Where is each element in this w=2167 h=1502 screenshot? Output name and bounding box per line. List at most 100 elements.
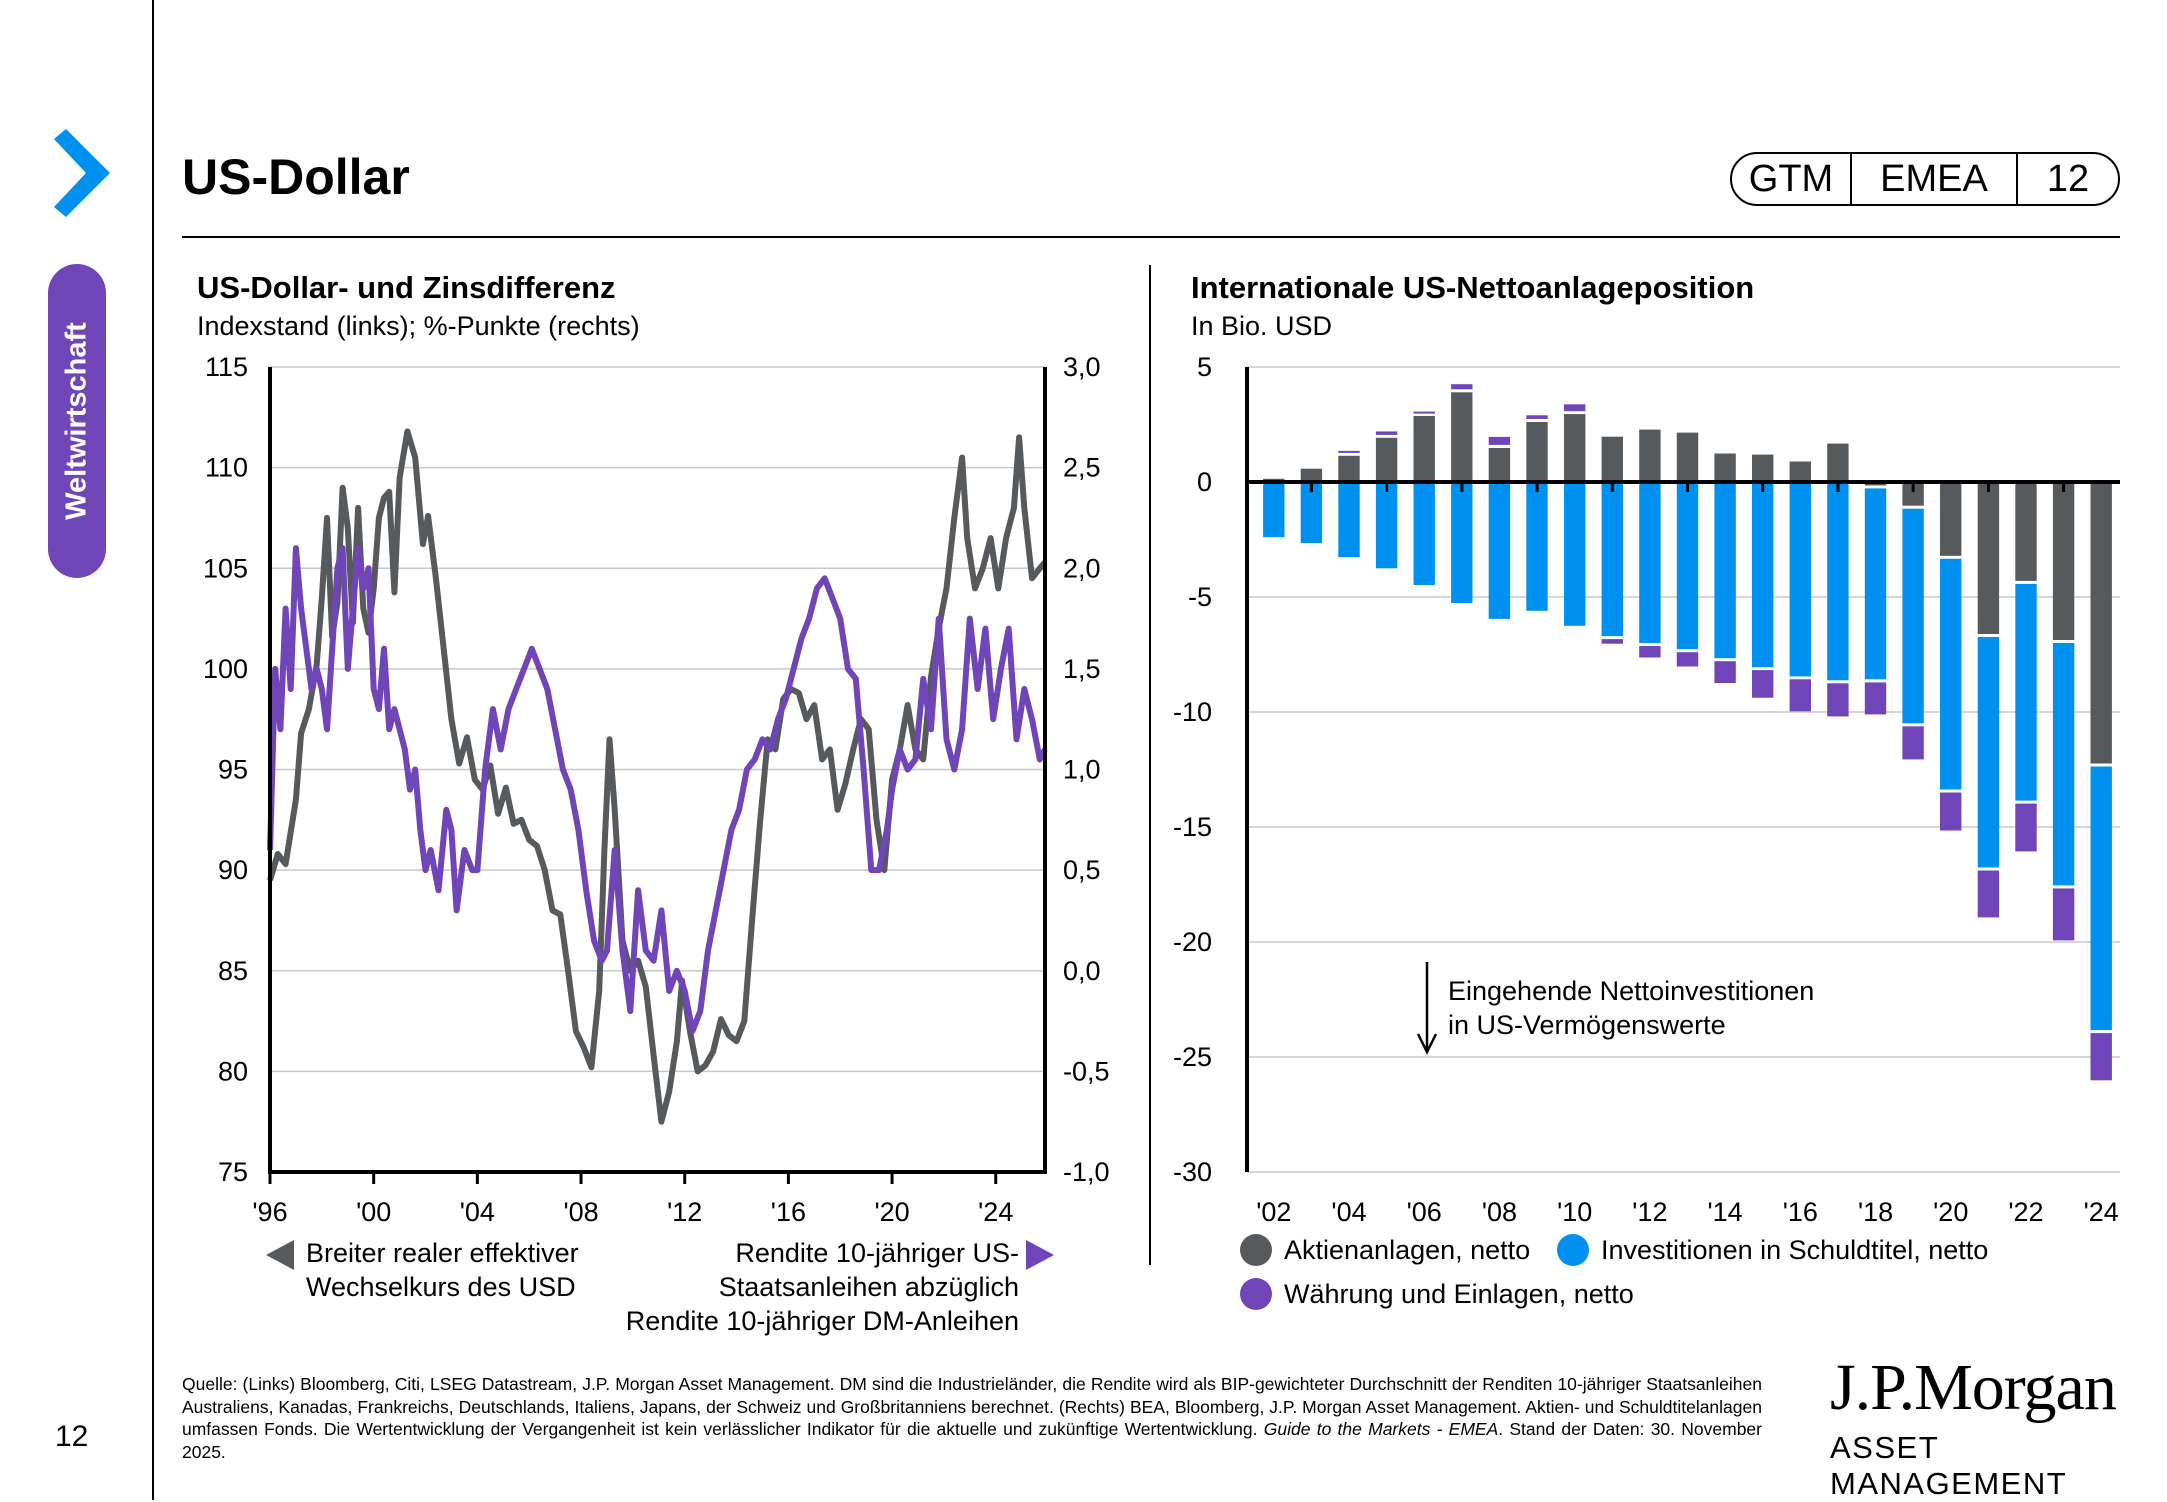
left-chart-subtitle: Indexstand (links); %-Punkte (rechts) — [197, 311, 640, 341]
bar-segment — [2015, 803, 2037, 852]
badge-page: 12 — [2046, 157, 2090, 200]
bar-segment — [1526, 482, 1548, 611]
x-tick-label: '08 — [1482, 1197, 1517, 1227]
bar-segment — [2052, 888, 2075, 941]
bar-segment — [2015, 583, 2037, 801]
y-right-tick-label: 0,0 — [1063, 956, 1101, 986]
legend-purple-series: Rendite 10-jähriger US- Staatsanleihen a… — [626, 1236, 1019, 1338]
chevron-right-icon — [54, 129, 110, 217]
bar-segment — [2090, 482, 2112, 764]
legend-label: Investitionen in Schuldtitel, netto — [1601, 1235, 1989, 1265]
badge-region: EMEA — [1852, 154, 2018, 204]
bar-segment — [1564, 404, 1586, 412]
y-left-tick-label: 90 — [218, 855, 248, 885]
legend-line: Wechselkurs des USD — [306, 1272, 576, 1302]
bar-segment — [2090, 766, 2112, 1031]
y-right-tick-label: 2,0 — [1063, 553, 1101, 583]
legend-line: Staatsanleihen abzüglich — [718, 1272, 1019, 1302]
annotation-text: Eingehende Nettoinvestitionen — [1448, 976, 1814, 1006]
bar-segment — [1902, 726, 1924, 760]
bar-segment — [1601, 436, 1623, 482]
bar-segment — [1864, 682, 1887, 715]
legend-arrow-right-icon — [1026, 1240, 1054, 1270]
y-left-tick-label: 115 — [205, 352, 248, 382]
y-tick-label: -10 — [1173, 697, 1212, 727]
y-right-tick-label: 1,0 — [1063, 755, 1101, 785]
bar-segment — [1300, 468, 1323, 482]
y-tick-label: -5 — [1188, 582, 1212, 612]
bar-segment — [1676, 482, 1699, 650]
x-tick-label: '12 — [667, 1197, 702, 1227]
bar-segment — [1601, 639, 1623, 644]
x-tick-label: '14 — [1708, 1197, 1743, 1227]
bar-segment — [1676, 652, 1699, 667]
bar-segment — [1526, 422, 1548, 482]
date-text: . Stand der Daten: 30. November 2025. — [182, 1419, 1762, 1462]
stacked-bar-chart: 5 0 -5 -10 -15 -20 -25 -30 '02 '04 '06 '08 '10 '12 '14… — [1173, 352, 2120, 1227]
bar-segment — [1375, 482, 1398, 569]
bar-segment — [1413, 482, 1435, 585]
x-tick-label: '96 — [252, 1197, 287, 1227]
bar-segment — [1375, 431, 1398, 435]
y-right-tick-label: -1,0 — [1063, 1157, 1110, 1187]
legend-arrow-left-icon — [266, 1240, 294, 1270]
bar-segment — [1413, 411, 1435, 414]
bar-segment — [1564, 482, 1586, 626]
bar-segment — [1714, 661, 1736, 683]
x-tick-label: '12 — [1632, 1197, 1667, 1227]
legend-dot-icon — [1557, 1234, 1589, 1266]
legend-item-debt: Investitionen in Schuldtitel, netto — [1557, 1233, 1988, 1267]
legend-line: Rendite 10-jähriger DM-Anleihen — [625, 1306, 1019, 1336]
sidebar-divider — [152, 0, 154, 1500]
y-right-tick-label: 2,5 — [1063, 453, 1101, 483]
bar-segment — [1714, 482, 1736, 659]
badge-gtm: GTM — [1732, 154, 1852, 204]
bar-segment — [1902, 482, 1924, 506]
bar-segment — [1752, 670, 1774, 698]
bar-segment — [1488, 436, 1511, 445]
bar-segment — [1639, 646, 1661, 658]
bar-segment — [1752, 482, 1774, 668]
x-tick-label: '02 — [1256, 1197, 1291, 1227]
y-tick-label: 5 — [1197, 352, 1212, 382]
bar-segment — [2090, 1033, 2112, 1081]
legend-dot-icon — [1240, 1234, 1272, 1266]
x-tick-label: '16 — [771, 1197, 806, 1227]
y-left-tick-label: 80 — [218, 1056, 248, 1086]
bar-segment — [1300, 482, 1323, 543]
page-title: US-Dollar — [182, 149, 410, 205]
bar-segment — [1940, 482, 1962, 556]
x-tick-label: '20 — [1933, 1197, 1968, 1227]
y-right-tick-label: 0,5 — [1063, 855, 1101, 885]
legend-line: Breiter realer effektiver — [306, 1238, 579, 1268]
line-chart: 115 3,0 110 2,5 105 2,0 100 1,5 95 1,0 90 0,5 85 0,0 8… — [203, 352, 1110, 1227]
bar-segment — [1451, 392, 1473, 482]
left-chart-title: US-Dollar- und Zinsdifferenz — [197, 270, 616, 305]
bar-segment — [2052, 643, 2075, 886]
bar-segment — [1263, 482, 1285, 538]
bar-segment — [1601, 482, 1623, 637]
bar-segment — [1338, 450, 1360, 453]
bar-segment — [1864, 488, 1887, 680]
x-tick-label: '20 — [874, 1197, 909, 1227]
bar-segment — [2015, 482, 2037, 581]
bar-segment — [1827, 482, 1849, 681]
y-left-tick-label: 85 — [218, 956, 248, 986]
jpmorgan-logo: J.P.Morgan — [1830, 1351, 2117, 1424]
source-text: Quelle: (Links) Bloomberg, Citi, LSEG Da… — [182, 1374, 1762, 1439]
bar-segment — [1526, 415, 1548, 419]
x-tick-label: '24 — [2084, 1197, 2119, 1227]
legend-grey-series: Breiter realer effektiver Wechselkurs de… — [306, 1236, 579, 1304]
bar-segment — [1714, 453, 1736, 482]
bar-segment — [2052, 482, 2075, 640]
bar-segment — [1940, 792, 1962, 831]
section-badge: Weltwirtschaft — [48, 264, 106, 578]
guide-title: Guide to the Markets - EMEA — [1263, 1419, 1499, 1439]
bar-segment — [1338, 482, 1360, 558]
series-line-usd-reer — [267, 428, 1048, 1125]
bar-segment — [1977, 637, 2000, 868]
bar-segment — [1827, 443, 1849, 482]
y-left-tick-label: 105 — [203, 553, 248, 583]
page-number: 12 — [55, 1420, 89, 1453]
footer-source: Quelle: (Links) Bloomberg, Citi, LSEG Da… — [182, 1373, 1762, 1463]
